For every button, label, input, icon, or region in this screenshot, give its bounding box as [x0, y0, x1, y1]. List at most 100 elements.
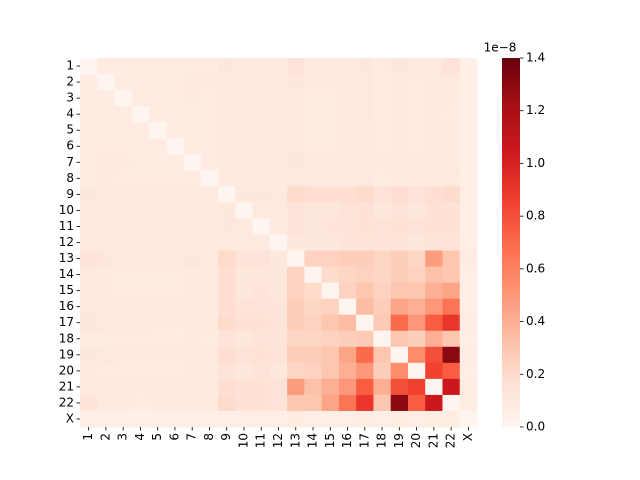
heatmap-cell: [131, 362, 150, 380]
y-tick-label: 8: [66, 171, 74, 185]
heatmap-cell: [200, 314, 219, 332]
heatmap-cell: [390, 266, 409, 284]
heatmap-cell: [183, 330, 202, 348]
heatmap-cell: [304, 218, 323, 235]
heatmap-cell: [252, 394, 271, 412]
heatmap-cell: [218, 218, 236, 235]
heatmap-cell: [407, 298, 426, 316]
heatmap-cell: [321, 122, 340, 139]
heatmap-cell: [287, 58, 305, 75]
heatmap-cell: [287, 74, 305, 91]
heatmap-cell: [131, 298, 150, 316]
y-tick-label: 3: [66, 91, 74, 105]
heatmap-cell: [459, 330, 478, 348]
heatmap-cell: [149, 298, 167, 316]
heatmap-cell: [356, 58, 374, 75]
heatmap-cell: [459, 282, 478, 300]
heatmap-cell: [80, 122, 98, 139]
heatmap-cell: [356, 250, 374, 268]
heatmap-cell: [114, 218, 133, 235]
x-tick-label: 16: [340, 433, 354, 448]
heatmap-cell: [183, 394, 202, 412]
heatmap-cell: [235, 266, 254, 284]
heatmap-cell: [390, 90, 409, 107]
heatmap-cell: [166, 202, 185, 219]
heatmap-cell: [304, 202, 323, 219]
heatmap-cell: [304, 186, 323, 203]
heatmap-cell: [200, 218, 219, 235]
heatmap-cell: [235, 58, 254, 75]
heatmap-cell: [287, 362, 305, 380]
x-tick-label: 11: [254, 433, 268, 448]
heatmap-cell: [114, 378, 133, 396]
heatmap-cell: [407, 314, 426, 332]
heatmap-cell: [321, 186, 340, 203]
heatmap-cell: [200, 58, 219, 75]
heatmap-cell: [149, 90, 167, 107]
heatmap-cell: [459, 266, 478, 284]
x-tick-label: 3: [116, 433, 130, 441]
y-tick-label: 13: [59, 251, 74, 265]
heatmap-cell: [304, 298, 323, 316]
heatmap-cell: [131, 58, 150, 75]
heatmap-cell: [425, 58, 443, 75]
heatmap-cell: [442, 90, 461, 107]
heatmap-cell: [373, 330, 392, 348]
heatmap-cell: [269, 138, 288, 155]
heatmap-cell: [425, 234, 443, 252]
x-tick-label: 10: [236, 433, 250, 448]
x-tick-label: 1: [81, 433, 95, 441]
heatmap-cell: [321, 298, 340, 316]
heatmap-cell: [183, 202, 202, 219]
heatmap-cell: [390, 218, 409, 235]
heatmap-cell: [235, 170, 254, 187]
heatmap-cell: [200, 234, 219, 252]
heatmap-cell: [373, 234, 392, 252]
x-tick-label: 2: [98, 433, 112, 441]
heatmap-cell: [425, 186, 443, 203]
heatmap-cell: [80, 234, 98, 252]
heatmap-cell: [97, 362, 116, 380]
heatmap-cell: [338, 122, 357, 139]
heatmap-cell: [442, 298, 461, 316]
heatmap-cell: [97, 218, 116, 235]
y-tick-label: 5: [66, 123, 74, 137]
heatmap-cell: [287, 266, 305, 284]
heatmap-cell: [166, 218, 185, 235]
heatmap-cell: [338, 202, 357, 219]
heatmap-cell: [356, 138, 374, 155]
heatmap-cell: [373, 394, 392, 412]
heatmap-cell: [183, 90, 202, 107]
heatmap-cell: [149, 330, 167, 348]
heatmap-cell: [269, 250, 288, 268]
heatmap-cell: [390, 394, 409, 412]
heatmap-cell: [321, 282, 340, 300]
heatmap-cell: [407, 394, 426, 412]
heatmap-cell: [235, 250, 254, 268]
heatmap-cell: [183, 362, 202, 380]
y-tick-label: X: [66, 411, 74, 425]
heatmap-cell: [200, 282, 219, 300]
heatmap-cell: [252, 202, 271, 219]
heatmap-cell: [390, 250, 409, 268]
colorbar-tick-label: 0.6: [526, 261, 545, 275]
heatmap-cell: [218, 410, 236, 428]
heatmap-cell: [373, 282, 392, 300]
heatmap-cell: [200, 202, 219, 219]
heatmap-cell: [252, 154, 271, 171]
heatmap-cell: [287, 378, 305, 396]
colorbar-tick-label: 0.8: [526, 209, 545, 223]
x-tick-label: 22: [444, 433, 458, 448]
heatmap-cell: [269, 90, 288, 107]
x-tick-label: 8: [202, 433, 216, 441]
heatmap-cell: [442, 74, 461, 91]
heatmap-cell: [287, 234, 305, 252]
heatmap-cell: [304, 378, 323, 396]
heatmap-cell: [218, 234, 236, 252]
heatmap-cell: [183, 154, 202, 171]
heatmap-cell: [373, 106, 392, 123]
heatmap-cell: [200, 378, 219, 396]
heatmap-cell: [200, 122, 219, 139]
y-tick-label: 1: [66, 59, 74, 73]
heatmap-cell: [252, 266, 271, 284]
